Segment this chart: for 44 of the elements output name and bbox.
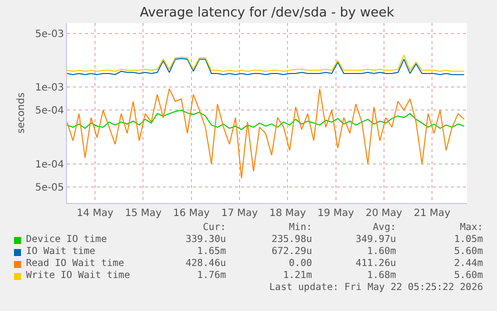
text: 1.68m	[367, 270, 396, 282]
text: 5.60m	[454, 246, 483, 258]
text: 0.00	[288, 258, 312, 270]
text: 235.98u	[272, 234, 312, 246]
text: 349.97u	[356, 234, 396, 246]
y-tick-label: 1e-04	[35, 159, 64, 170]
text: Last update: Fri May 22 05:25:22 2026	[269, 282, 483, 294]
x-tick-label: 18 May	[269, 208, 306, 219]
text: 672.29u	[272, 246, 312, 258]
line-series	[67, 88, 465, 179]
text: Max:	[460, 222, 483, 234]
line-series	[67, 58, 465, 76]
text: 1.65m	[197, 246, 226, 258]
y-tick-label: 1e-03	[35, 82, 64, 94]
chart-title: Average latency for /dev/sda - by week	[140, 6, 395, 21]
text: 1.21m	[283, 270, 312, 282]
text: Min:	[288, 222, 312, 234]
text: Avg:	[372, 222, 396, 234]
text: 1.60m	[367, 246, 396, 258]
text: 1.76m	[197, 270, 226, 282]
legend-label: IO Wait time	[26, 246, 96, 258]
x-tick-label: 14 May	[76, 208, 114, 219]
legend-label: Read IO Wait time	[26, 258, 124, 270]
line-series	[67, 54, 465, 72]
text: 5.60m	[454, 270, 483, 282]
x-tick-label: 17 May	[221, 208, 258, 219]
text: Cur:	[202, 222, 226, 234]
line-series	[67, 110, 465, 130]
x-tick-label: 19 May	[317, 208, 354, 219]
y-tick-label: 5e-04	[35, 106, 64, 117]
x-tick-label: 21 May	[414, 208, 450, 219]
legend-label: Device IO time	[26, 234, 107, 246]
x-tick-label: 15 May	[124, 208, 162, 219]
text: 2.44m	[454, 258, 483, 270]
x-tick-label: 20 May	[366, 208, 402, 219]
y-axis-title: seconds	[16, 92, 28, 134]
text: 339.30u	[186, 234, 226, 246]
y-tick-label: 5e-05	[35, 182, 64, 194]
text: 411.26u	[356, 258, 396, 270]
text: 1.05m	[454, 234, 483, 246]
x-tick-label: 16 May	[173, 208, 210, 219]
text: 428.46u	[186, 258, 226, 270]
legend-label: Write IO Wait time	[26, 270, 130, 282]
y-tick-label: 5e-03	[35, 28, 64, 40]
